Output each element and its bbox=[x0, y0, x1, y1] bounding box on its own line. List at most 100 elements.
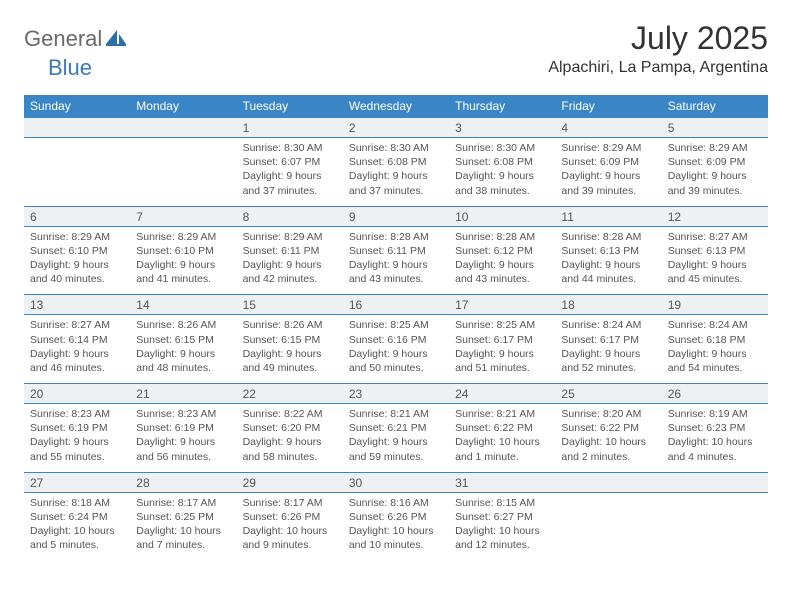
day-detail-cell: Sunrise: 8:21 AMSunset: 6:21 PMDaylight:… bbox=[343, 404, 449, 473]
sunrise-text: Sunrise: 8:27 AM bbox=[668, 230, 762, 244]
sunset-text: Sunset: 6:09 PM bbox=[561, 155, 655, 169]
sunset-text: Sunset: 6:14 PM bbox=[30, 333, 124, 347]
sunrise-text: Sunrise: 8:24 AM bbox=[668, 318, 762, 332]
day-detail-cell: Sunrise: 8:17 AMSunset: 6:26 PMDaylight:… bbox=[237, 492, 343, 560]
day-number-cell: 3 bbox=[449, 118, 555, 138]
dow-tuesday: Tuesday bbox=[237, 95, 343, 118]
day-number-cell: 20 bbox=[24, 384, 130, 404]
page: General July 2025 Alpachiri, La Pampa, A… bbox=[0, 0, 792, 580]
dow-row: Sunday Monday Tuesday Wednesday Thursday… bbox=[24, 95, 768, 118]
sunset-text: Sunset: 6:19 PM bbox=[136, 421, 230, 435]
daylight-text: Daylight: 9 hours and 55 minutes. bbox=[30, 435, 124, 463]
day-number-cell: 13 bbox=[24, 295, 130, 315]
day-number-cell: 7 bbox=[130, 206, 236, 226]
daylight-text: Daylight: 10 hours and 9 minutes. bbox=[243, 524, 337, 552]
location: Alpachiri, La Pampa, Argentina bbox=[548, 59, 768, 77]
sunset-text: Sunset: 6:12 PM bbox=[455, 244, 549, 258]
sunrise-text: Sunrise: 8:29 AM bbox=[243, 230, 337, 244]
day-number-cell: 28 bbox=[130, 472, 236, 492]
day-number-cell: 5 bbox=[662, 118, 768, 138]
daylight-text: Daylight: 9 hours and 38 minutes. bbox=[455, 169, 549, 197]
day-detail-cell: Sunrise: 8:26 AMSunset: 6:15 PMDaylight:… bbox=[130, 315, 236, 384]
daylight-text: Daylight: 9 hours and 50 minutes. bbox=[349, 347, 443, 375]
day-detail-cell: Sunrise: 8:22 AMSunset: 6:20 PMDaylight:… bbox=[237, 404, 343, 473]
daylight-text: Daylight: 9 hours and 43 minutes. bbox=[455, 258, 549, 286]
daylight-text: Daylight: 9 hours and 48 minutes. bbox=[136, 347, 230, 375]
day-detail-cell: Sunrise: 8:27 AMSunset: 6:13 PMDaylight:… bbox=[662, 226, 768, 295]
day-number-cell: 15 bbox=[237, 295, 343, 315]
day-detail-cell: Sunrise: 8:18 AMSunset: 6:24 PMDaylight:… bbox=[24, 492, 130, 560]
daylight-text: Daylight: 10 hours and 10 minutes. bbox=[349, 524, 443, 552]
day-number-cell: 9 bbox=[343, 206, 449, 226]
day-number-cell: 16 bbox=[343, 295, 449, 315]
day-number-cell: 10 bbox=[449, 206, 555, 226]
day-detail-cell: Sunrise: 8:16 AMSunset: 6:26 PMDaylight:… bbox=[343, 492, 449, 560]
day-number-cell: 2 bbox=[343, 118, 449, 138]
day-number-cell: 31 bbox=[449, 472, 555, 492]
daylight-text: Daylight: 9 hours and 49 minutes. bbox=[243, 347, 337, 375]
sunset-text: Sunset: 6:17 PM bbox=[455, 333, 549, 347]
sunrise-text: Sunrise: 8:28 AM bbox=[455, 230, 549, 244]
daylight-text: Daylight: 9 hours and 51 minutes. bbox=[455, 347, 549, 375]
dow-friday: Friday bbox=[555, 95, 661, 118]
day-detail-cell: Sunrise: 8:19 AMSunset: 6:23 PMDaylight:… bbox=[662, 404, 768, 473]
sunset-text: Sunset: 6:21 PM bbox=[349, 421, 443, 435]
daylight-text: Daylight: 10 hours and 2 minutes. bbox=[561, 435, 655, 463]
day-detail-cell: Sunrise: 8:24 AMSunset: 6:17 PMDaylight:… bbox=[555, 315, 661, 384]
daylight-text: Daylight: 10 hours and 5 minutes. bbox=[30, 524, 124, 552]
sunrise-text: Sunrise: 8:18 AM bbox=[30, 496, 124, 510]
title-block: July 2025 Alpachiri, La Pampa, Argentina bbox=[548, 20, 768, 77]
day-detail-cell: Sunrise: 8:28 AMSunset: 6:13 PMDaylight:… bbox=[555, 226, 661, 295]
sunrise-text: Sunrise: 8:25 AM bbox=[455, 318, 549, 332]
sunrise-text: Sunrise: 8:16 AM bbox=[349, 496, 443, 510]
day-detail-cell: Sunrise: 8:20 AMSunset: 6:22 PMDaylight:… bbox=[555, 404, 661, 473]
sunset-text: Sunset: 6:20 PM bbox=[243, 421, 337, 435]
day-number-cell: 1 bbox=[237, 118, 343, 138]
daylight-text: Daylight: 10 hours and 4 minutes. bbox=[668, 435, 762, 463]
detail-row: Sunrise: 8:27 AMSunset: 6:14 PMDaylight:… bbox=[24, 315, 768, 384]
day-detail-cell: Sunrise: 8:28 AMSunset: 6:12 PMDaylight:… bbox=[449, 226, 555, 295]
day-number-cell: 8 bbox=[237, 206, 343, 226]
daylight-text: Daylight: 9 hours and 54 minutes. bbox=[668, 347, 762, 375]
day-number-cell: 4 bbox=[555, 118, 661, 138]
day-detail-cell: Sunrise: 8:29 AMSunset: 6:09 PMDaylight:… bbox=[662, 138, 768, 207]
sunrise-text: Sunrise: 8:29 AM bbox=[30, 230, 124, 244]
day-detail-cell bbox=[555, 492, 661, 560]
day-number-cell bbox=[24, 118, 130, 138]
sunrise-text: Sunrise: 8:28 AM bbox=[349, 230, 443, 244]
sunset-text: Sunset: 6:11 PM bbox=[243, 244, 337, 258]
day-number-cell: 14 bbox=[130, 295, 236, 315]
daylight-text: Daylight: 9 hours and 41 minutes. bbox=[136, 258, 230, 286]
daylight-text: Daylight: 9 hours and 59 minutes. bbox=[349, 435, 443, 463]
day-number-cell: 21 bbox=[130, 384, 236, 404]
sunrise-text: Sunrise: 8:21 AM bbox=[455, 407, 549, 421]
day-number-cell: 23 bbox=[343, 384, 449, 404]
sunrise-text: Sunrise: 8:25 AM bbox=[349, 318, 443, 332]
day-number-cell: 29 bbox=[237, 472, 343, 492]
sunrise-text: Sunrise: 8:30 AM bbox=[349, 141, 443, 155]
sunrise-text: Sunrise: 8:19 AM bbox=[668, 407, 762, 421]
daylight-text: Daylight: 9 hours and 37 minutes. bbox=[349, 169, 443, 197]
sunrise-text: Sunrise: 8:30 AM bbox=[455, 141, 549, 155]
sunrise-text: Sunrise: 8:29 AM bbox=[668, 141, 762, 155]
day-detail-cell: Sunrise: 8:17 AMSunset: 6:25 PMDaylight:… bbox=[130, 492, 236, 560]
sunset-text: Sunset: 6:13 PM bbox=[668, 244, 762, 258]
sunrise-text: Sunrise: 8:27 AM bbox=[30, 318, 124, 332]
daynum-row: 12345 bbox=[24, 118, 768, 138]
sunset-text: Sunset: 6:22 PM bbox=[455, 421, 549, 435]
day-number-cell: 18 bbox=[555, 295, 661, 315]
daylight-text: Daylight: 9 hours and 42 minutes. bbox=[243, 258, 337, 286]
day-detail-cell: Sunrise: 8:23 AMSunset: 6:19 PMDaylight:… bbox=[130, 404, 236, 473]
logo: General bbox=[24, 26, 128, 52]
daylight-text: Daylight: 9 hours and 46 minutes. bbox=[30, 347, 124, 375]
day-number-cell: 6 bbox=[24, 206, 130, 226]
day-detail-cell: Sunrise: 8:29 AMSunset: 6:11 PMDaylight:… bbox=[237, 226, 343, 295]
daylight-text: Daylight: 9 hours and 37 minutes. bbox=[243, 169, 337, 197]
calendar-body: 12345Sunrise: 8:30 AMSunset: 6:07 PMDayl… bbox=[24, 118, 768, 561]
sunset-text: Sunset: 6:16 PM bbox=[349, 333, 443, 347]
sunrise-text: Sunrise: 8:30 AM bbox=[243, 141, 337, 155]
day-detail-cell: Sunrise: 8:25 AMSunset: 6:16 PMDaylight:… bbox=[343, 315, 449, 384]
day-number-cell: 22 bbox=[237, 384, 343, 404]
sunrise-text: Sunrise: 8:20 AM bbox=[561, 407, 655, 421]
sunset-text: Sunset: 6:23 PM bbox=[668, 421, 762, 435]
